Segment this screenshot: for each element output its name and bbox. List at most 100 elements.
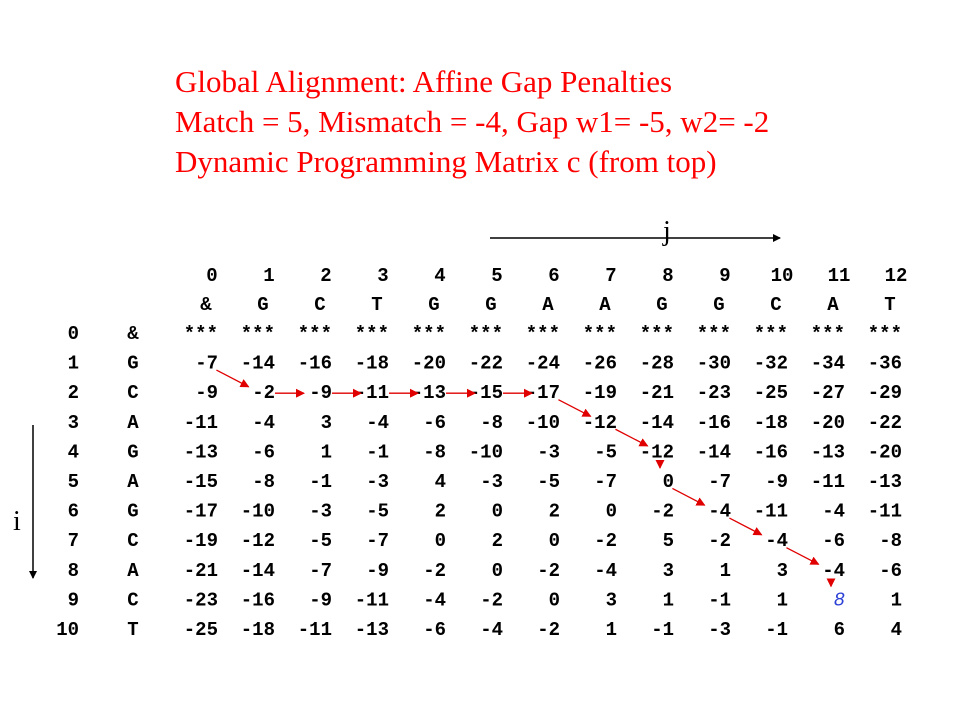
title-line: Global Alignment: Affine Gap Penalties bbox=[175, 64, 672, 99]
cell: 3 bbox=[606, 589, 617, 611]
cell: -7 bbox=[309, 560, 332, 582]
cell: *** bbox=[469, 323, 503, 345]
cell: -8 bbox=[480, 412, 503, 434]
cell: 4 bbox=[435, 471, 446, 493]
cell: -3 bbox=[366, 471, 389, 493]
cell: -9 bbox=[309, 382, 332, 404]
cell: -13 bbox=[412, 382, 446, 404]
cell: -2 bbox=[480, 589, 503, 611]
column-char: G bbox=[257, 294, 268, 316]
cell: -9 bbox=[765, 471, 788, 493]
cell: -1 bbox=[366, 441, 389, 463]
cell: -13 bbox=[811, 441, 845, 463]
row-char: G bbox=[127, 353, 138, 375]
cell: -18 bbox=[754, 412, 788, 434]
cell: -25 bbox=[754, 382, 788, 404]
cell: -20 bbox=[868, 441, 902, 463]
cell: -10 bbox=[469, 441, 503, 463]
row-char: A bbox=[127, 412, 139, 434]
row-index: 10 bbox=[56, 619, 79, 641]
cell: -9 bbox=[309, 589, 332, 611]
cell: 3 bbox=[321, 412, 332, 434]
cell: -6 bbox=[423, 412, 446, 434]
cell: -20 bbox=[412, 353, 446, 375]
cell: 0 bbox=[549, 589, 560, 611]
cell: -4 bbox=[480, 619, 503, 641]
cell: -4 bbox=[423, 589, 446, 611]
cell: 1 bbox=[606, 619, 617, 641]
title-line: Match = 5, Mismatch = -4, Gap w1= -5, w2… bbox=[175, 104, 769, 139]
trace-arrow bbox=[558, 399, 592, 417]
cell: -1 bbox=[651, 619, 674, 641]
cell: -32 bbox=[754, 353, 788, 375]
cell: -8 bbox=[423, 441, 446, 463]
cell: -2 bbox=[252, 382, 275, 404]
cell: 5 bbox=[663, 530, 674, 552]
cell: -7 bbox=[708, 471, 731, 493]
cell: -3 bbox=[537, 441, 560, 463]
cell: -5 bbox=[309, 530, 332, 552]
cell: -12 bbox=[640, 441, 674, 463]
cell: 3 bbox=[777, 560, 788, 582]
column-char: & bbox=[200, 294, 212, 316]
cell: -8 bbox=[879, 530, 902, 552]
cell: 1 bbox=[720, 560, 731, 582]
cell: -21 bbox=[640, 382, 674, 404]
cell: 2 bbox=[435, 501, 446, 523]
cell: -1 bbox=[765, 619, 788, 641]
row-char: C bbox=[127, 530, 138, 552]
cell: -4 bbox=[594, 560, 617, 582]
highlighted-cell: 8 bbox=[834, 589, 845, 611]
cell: -12 bbox=[241, 530, 275, 552]
column-index: 7 bbox=[605, 265, 616, 287]
cell: 0 bbox=[606, 501, 617, 523]
cell: -14 bbox=[640, 412, 674, 434]
traceback bbox=[216, 369, 836, 588]
cell: -6 bbox=[423, 619, 446, 641]
row-index: 2 bbox=[68, 382, 79, 404]
cell: -30 bbox=[697, 353, 731, 375]
row-char: A bbox=[127, 560, 139, 582]
cell: -18 bbox=[355, 353, 389, 375]
column-char: C bbox=[770, 294, 781, 316]
cell: -2 bbox=[423, 560, 446, 582]
cell: 0 bbox=[492, 501, 503, 523]
cell: -23 bbox=[184, 589, 218, 611]
row-index: 3 bbox=[68, 412, 79, 434]
cell: -24 bbox=[526, 353, 560, 375]
cell: -4 bbox=[708, 501, 731, 523]
row-char: G bbox=[127, 501, 138, 523]
cell: *** bbox=[412, 323, 446, 345]
cell: -4 bbox=[822, 560, 845, 582]
row-index: 9 bbox=[68, 589, 79, 611]
cell: -6 bbox=[879, 560, 902, 582]
cell: -28 bbox=[640, 353, 674, 375]
cell: *** bbox=[355, 323, 389, 345]
cell: -34 bbox=[811, 353, 845, 375]
column-index: 1 bbox=[263, 265, 274, 287]
cell: *** bbox=[241, 323, 275, 345]
cell: -14 bbox=[241, 560, 275, 582]
cell: -26 bbox=[583, 353, 617, 375]
row-index: 6 bbox=[68, 501, 79, 523]
trace-arrow bbox=[216, 369, 250, 388]
cell: -23 bbox=[697, 382, 731, 404]
cell: -2 bbox=[537, 619, 560, 641]
column-index: 10 bbox=[771, 265, 794, 287]
row-char: C bbox=[127, 589, 138, 611]
column-index: 9 bbox=[719, 265, 730, 287]
cell: -36 bbox=[868, 353, 902, 375]
row-char: G bbox=[127, 441, 138, 463]
cell: 2 bbox=[549, 501, 560, 523]
cell: *** bbox=[583, 323, 617, 345]
column-char: G bbox=[428, 294, 439, 316]
cell: -29 bbox=[868, 382, 902, 404]
cell: 0 bbox=[663, 471, 674, 493]
cell: -2 bbox=[651, 501, 674, 523]
cell: -6 bbox=[822, 530, 845, 552]
cell: -7 bbox=[195, 353, 218, 375]
cell: -13 bbox=[355, 619, 389, 641]
i-label: i bbox=[13, 506, 21, 537]
cell: -17 bbox=[526, 382, 560, 404]
cell: *** bbox=[184, 323, 218, 345]
